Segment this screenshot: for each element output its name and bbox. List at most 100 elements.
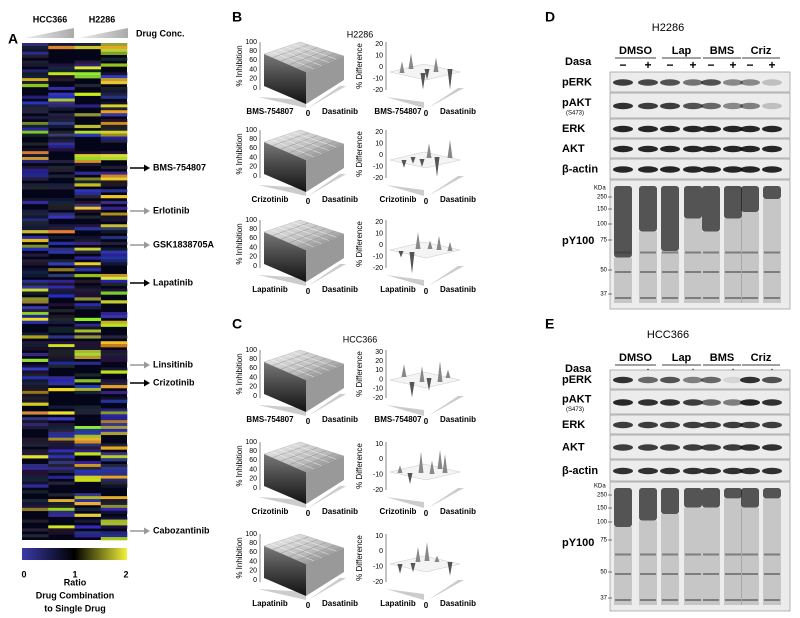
x-axis-label: Crizotinib xyxy=(252,507,289,516)
difference-cone xyxy=(436,235,442,250)
heatmap-cell xyxy=(48,335,75,339)
heatmap-cell xyxy=(100,522,128,526)
blot-band xyxy=(660,444,680,451)
heatmap-cell xyxy=(74,411,102,415)
heatmap-cell xyxy=(74,355,102,360)
blot-band xyxy=(701,125,721,133)
y-axis-label: Dasatinib xyxy=(440,285,476,294)
lane-smear xyxy=(702,186,720,232)
floor-wedge xyxy=(386,275,424,286)
heatmap-cell xyxy=(74,224,102,228)
heatmap-cell xyxy=(48,145,75,149)
lane-smear xyxy=(614,186,632,258)
z-axis-label: % Difference xyxy=(355,43,364,89)
heatmap-cell xyxy=(100,235,128,240)
minor-band xyxy=(640,553,656,556)
blot-label: β-actin xyxy=(562,163,598,175)
minor-band xyxy=(615,271,631,273)
heatmap-cell xyxy=(48,104,75,108)
minor-band xyxy=(685,297,701,299)
surface-mesh xyxy=(285,46,329,63)
blot-band xyxy=(762,79,782,86)
floor-wedge xyxy=(386,405,424,416)
floor-wedge xyxy=(428,580,464,600)
group-label: BMS xyxy=(710,352,734,364)
z-tick-label: 100 xyxy=(245,217,257,224)
minor-band xyxy=(662,553,678,556)
z-tick-label: 0 xyxy=(379,376,383,383)
site-label: (S473) xyxy=(566,111,584,117)
heatmap-cell xyxy=(22,159,49,164)
blot-band xyxy=(660,166,680,173)
z-tick-label: 20 xyxy=(375,219,383,226)
z-tick-label: 20 xyxy=(249,384,257,391)
sign-label: − xyxy=(746,58,753,72)
z-tick-label: -10 xyxy=(373,75,383,82)
heatmap-cell xyxy=(48,250,75,254)
lane-smear xyxy=(763,498,781,605)
heatmap-cell xyxy=(48,78,75,82)
heatmap-cell xyxy=(48,92,75,96)
heatmap-cell xyxy=(22,370,49,374)
z-tick-label: 0 xyxy=(379,242,383,249)
heatmap-cell xyxy=(74,256,102,260)
blot-band xyxy=(701,467,721,475)
blot-band xyxy=(660,125,680,133)
heatmap-cell xyxy=(48,262,75,266)
surface-mesh xyxy=(292,132,337,148)
blot-band xyxy=(762,145,782,153)
heatmap-cell xyxy=(48,437,75,441)
blot-band xyxy=(638,79,658,86)
heatmap-cell xyxy=(100,469,128,474)
z-tick-label: 0 xyxy=(253,393,257,400)
heatmap-cell xyxy=(22,174,49,178)
z-axis-label: % Inhibition xyxy=(235,537,244,578)
surface-top xyxy=(263,41,345,73)
z-tick-label: 100 xyxy=(245,439,257,446)
heatmap-cell xyxy=(48,440,75,444)
blot-band xyxy=(740,444,760,451)
heatmap-cell xyxy=(48,434,75,438)
blot-band xyxy=(740,102,760,110)
lane-smear xyxy=(661,488,679,514)
heatmap-cell xyxy=(100,124,128,129)
difference-cone xyxy=(447,139,453,158)
blot-band xyxy=(638,421,658,429)
heatmap-cell xyxy=(100,151,128,155)
heatmap-cell xyxy=(74,195,102,199)
blot-label: ERK xyxy=(562,419,585,431)
heatmap-cell xyxy=(48,355,75,360)
blot-band xyxy=(683,102,703,110)
heatmap-cell xyxy=(22,376,49,380)
heatmap-cell xyxy=(100,247,128,251)
heatmap-cell xyxy=(100,478,128,482)
heatmap-cell xyxy=(100,499,128,503)
blot-band xyxy=(613,102,633,110)
x-axis-label: Crizotinib xyxy=(380,195,417,204)
heatmap-cell xyxy=(100,507,128,512)
heatmap-cell xyxy=(100,352,128,357)
heatmap-cell xyxy=(74,405,102,409)
surface-mesh xyxy=(271,359,314,377)
floor-wedge xyxy=(428,396,464,416)
heatmap-cell xyxy=(22,367,49,371)
marker-label: 37 xyxy=(600,596,607,602)
heatmap-cell xyxy=(100,183,128,187)
z-tick-label: 20 xyxy=(249,476,257,483)
heatmap-cell xyxy=(22,379,49,383)
blot-band xyxy=(701,421,721,429)
heatmap-cell xyxy=(100,139,128,143)
surface-mesh xyxy=(285,134,329,151)
difference-cone xyxy=(415,232,421,249)
heatmap-cell xyxy=(100,136,128,140)
heatmap-cell xyxy=(48,273,75,278)
blot-band xyxy=(683,79,703,86)
heatmap-cell xyxy=(74,250,102,254)
blot-band xyxy=(613,421,633,429)
heatmap-cell xyxy=(22,481,49,485)
heatmap-cell xyxy=(22,116,49,120)
heatmap-cell xyxy=(100,531,128,535)
heatmap-cell xyxy=(74,431,102,436)
heatmap-cell xyxy=(74,323,102,327)
heatmap-cell xyxy=(74,469,102,474)
